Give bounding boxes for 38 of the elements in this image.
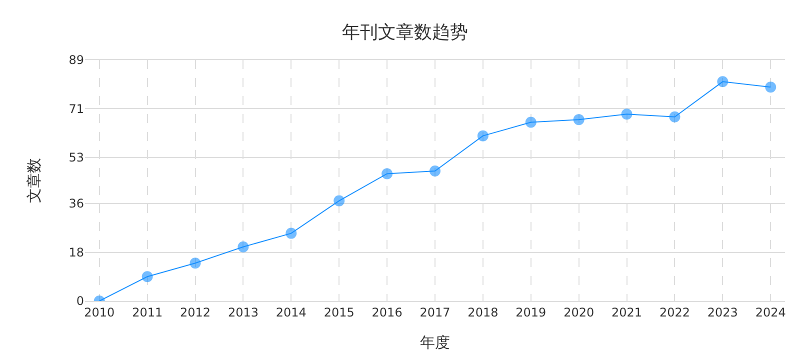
y-tick-label: 36	[68, 196, 84, 211]
point	[334, 195, 345, 206]
point	[430, 166, 440, 177]
y-tick-label: 53	[68, 150, 84, 165]
x-tick-label: 2022	[659, 305, 690, 320]
y-tick-label: 71	[68, 102, 84, 116]
x-axis-title: 年度	[420, 333, 450, 352]
x-tick-label: 2021	[612, 305, 642, 320]
x-tick-label: 2017	[420, 305, 450, 320]
y-axis-title: 文章数	[24, 158, 43, 203]
y-tick-label: 0	[76, 294, 84, 308]
point	[190, 258, 201, 269]
x-tick-label: 2013	[228, 305, 258, 320]
x-tick-label: 2023	[707, 305, 738, 320]
x-tick-label: 2011	[132, 305, 163, 320]
x-tick-label: 2015	[324, 305, 354, 320]
point	[382, 168, 393, 180]
x-tick-label: 2012	[180, 305, 211, 320]
point	[717, 76, 728, 88]
x-tick-label: 2018	[468, 305, 498, 320]
point	[238, 241, 249, 252]
x-tick-label: 2019	[516, 305, 546, 320]
point	[286, 228, 297, 239]
point	[525, 116, 536, 128]
point	[477, 130, 488, 142]
x-tick-label: 2014	[276, 305, 306, 320]
x-tick-label: 2016	[372, 305, 402, 320]
y-tick-label: 18	[68, 245, 84, 260]
point	[765, 82, 776, 93]
point	[142, 271, 153, 282]
y-tick-label: 89	[68, 53, 84, 68]
x-tick-label: 2024	[755, 305, 786, 320]
chart-title: 年刊文章数趋势	[342, 22, 468, 43]
point	[669, 111, 680, 122]
x-tick-label: 2010	[84, 305, 115, 320]
x-tick-label: 2020	[564, 305, 594, 320]
point	[573, 114, 584, 126]
point	[621, 108, 632, 120]
